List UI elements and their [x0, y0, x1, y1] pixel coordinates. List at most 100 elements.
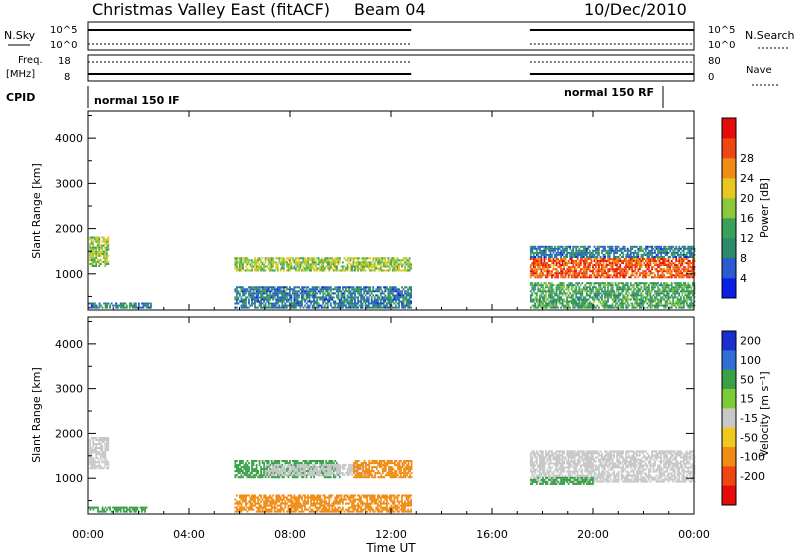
velocity-cell — [103, 508, 105, 511]
velocity-cell — [242, 460, 244, 462]
power-cell — [667, 286, 670, 289]
power-cell — [339, 302, 341, 305]
power-cell — [572, 253, 575, 256]
power-cell — [682, 270, 685, 273]
power-cell — [267, 290, 270, 293]
power-cell — [690, 270, 693, 273]
velocity-cell — [293, 471, 296, 474]
power-cell — [551, 262, 553, 265]
power-cell — [311, 300, 314, 303]
power-cell — [404, 261, 406, 264]
power-cell — [402, 288, 405, 291]
power-cell — [587, 276, 590, 279]
power-cell — [670, 286, 673, 289]
power-cell — [582, 306, 585, 309]
power-cell — [342, 304, 344, 307]
power-cell — [360, 294, 362, 297]
power-cell — [687, 268, 690, 271]
velocity-cell — [292, 460, 294, 462]
power-cell — [101, 236, 104, 239]
power-cell — [292, 267, 294, 270]
power-cell — [349, 302, 352, 305]
power-cell — [570, 266, 573, 269]
power-cell — [602, 272, 605, 275]
power-cell — [692, 292, 694, 295]
power-cell — [354, 290, 356, 293]
power-cell — [549, 247, 552, 250]
power-cell — [676, 274, 679, 277]
power-cell — [535, 249, 538, 252]
power-cell — [282, 298, 285, 301]
velocity-cell — [251, 466, 253, 469]
power-cell — [596, 282, 599, 285]
power-cell — [548, 300, 550, 303]
power-cell — [545, 270, 547, 273]
power-cell — [560, 292, 562, 295]
power-cell — [679, 258, 682, 260]
power-cell — [296, 302, 299, 305]
power-cell — [301, 263, 303, 266]
velocity-cell — [296, 462, 299, 465]
power-cell — [345, 259, 347, 262]
power-cell — [566, 298, 568, 301]
power-cell — [560, 258, 562, 260]
velocity-cell — [106, 508, 108, 511]
power-cell — [351, 265, 353, 268]
power-cell — [585, 294, 588, 297]
power-cell — [678, 268, 681, 271]
power-cell — [325, 306, 328, 309]
power-cell — [598, 286, 600, 289]
power-cell — [257, 259, 259, 262]
power-cell — [539, 245, 541, 248]
power-cell — [107, 244, 110, 247]
velocity-cell — [260, 470, 262, 473]
power-cell — [599, 292, 602, 295]
velocity-cell — [89, 451, 92, 454]
power-cell — [687, 270, 690, 273]
power-cell — [395, 296, 397, 299]
velocity-cell — [89, 463, 92, 466]
power-cell — [673, 264, 676, 267]
power-cell — [561, 300, 564, 303]
velocity-cell — [93, 449, 96, 452]
power-cell — [535, 264, 538, 267]
power-cell — [687, 276, 690, 279]
power-cell — [645, 298, 647, 301]
power-cell — [570, 253, 573, 256]
power-cell — [389, 263, 391, 266]
power-cell — [575, 294, 578, 297]
power-cell — [679, 262, 682, 265]
power-cell — [666, 282, 668, 285]
power-cell — [398, 302, 400, 305]
power-cell — [672, 300, 675, 303]
power-cell — [558, 288, 561, 291]
power-cell — [255, 269, 258, 272]
power-cell — [617, 249, 620, 252]
power-cell — [121, 306, 124, 309]
power-cell — [326, 259, 329, 262]
power-cell — [640, 253, 643, 256]
velocity-cell — [305, 460, 308, 462]
velocity-cell — [92, 457, 95, 460]
power-cell — [248, 298, 250, 301]
power-cell — [284, 261, 287, 264]
power-cell — [558, 260, 561, 262]
power-cell — [582, 272, 585, 275]
power-cell — [592, 290, 594, 293]
power-cell — [95, 238, 98, 241]
power-cell — [593, 258, 596, 260]
power-cell — [676, 282, 679, 285]
power-cell — [648, 294, 650, 297]
power-cell — [566, 245, 568, 248]
power-cell — [90, 240, 93, 243]
power-cell — [150, 302, 152, 305]
power-cell — [355, 286, 358, 289]
power-cell — [543, 268, 546, 271]
power-cell — [282, 288, 285, 291]
velocity-cell — [237, 464, 240, 467]
power-cell — [239, 300, 241, 303]
power-cell — [649, 274, 652, 277]
power-cell — [567, 260, 570, 262]
power-cell — [243, 302, 246, 305]
power-cell — [640, 304, 643, 307]
